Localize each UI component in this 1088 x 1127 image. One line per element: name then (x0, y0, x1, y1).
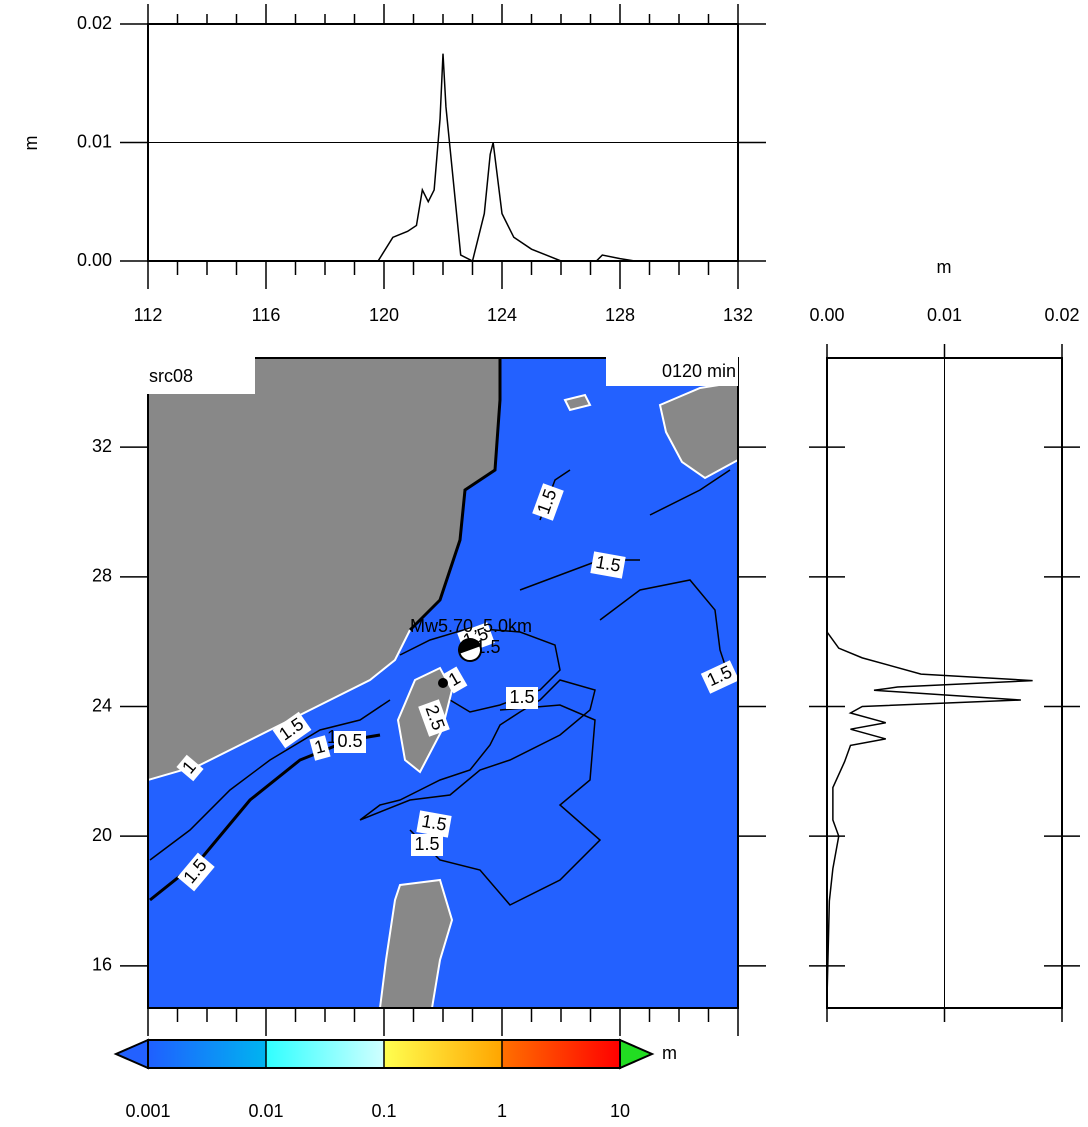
y-tick-label: 0.00 (77, 250, 112, 270)
x-tick-label: 116 (252, 305, 281, 325)
contour-label: 0.5 (337, 731, 362, 751)
y-tick-label: 28 (92, 566, 112, 586)
colorbar-segment (384, 1040, 502, 1068)
time-label: 0120 min (662, 361, 736, 381)
colorbar-unit: m (662, 1043, 677, 1063)
under-triangle (113, 1038, 149, 1070)
x-tick-label: 0.00 (809, 305, 844, 325)
contour-label: 1.5 (414, 834, 439, 854)
y-tick-label: 16 (92, 955, 112, 975)
over-triangle (619, 1038, 655, 1070)
y-tick-label: 20 (92, 825, 112, 845)
y-tick-label: 0.02 (77, 13, 112, 33)
colorbar-segment (148, 1040, 266, 1068)
time-box (606, 356, 738, 386)
x-tick-label: 128 (605, 305, 635, 325)
contour-label: 1 (327, 727, 337, 747)
colorbar-tick-label: 10 (610, 1101, 630, 1121)
coast-contour (408, 358, 502, 632)
contour-label: 1.5 (509, 687, 534, 707)
colorbar-tick-label: 0.01 (248, 1101, 283, 1121)
colorbar-segment (502, 1040, 620, 1068)
y-tick-label: 0.01 (77, 131, 112, 151)
contour-label: 1 (312, 736, 327, 758)
x-tick-label: 0.02 (1044, 305, 1079, 325)
x-tick-label: 124 (487, 305, 517, 325)
y-tick-label: 24 (92, 695, 112, 715)
map-area: 1.5 1.5 1.5 1.5 1.5 1 1.5 1 1 0.5 1.5 1 … (148, 358, 738, 1008)
x-tick-label: 120 (369, 305, 399, 325)
contour-label: 1.5 (594, 552, 622, 576)
profile-line (148, 53, 738, 263)
colorbar-tick-label: 1 (497, 1101, 507, 1121)
y-tick-label: 32 (92, 436, 112, 456)
x-tick-label: 132 (723, 305, 753, 325)
colorbar-segment (266, 1040, 384, 1068)
epicenter (438, 678, 448, 688)
contour-label: 1.5 (420, 811, 448, 835)
y-axis-label: m (21, 136, 41, 151)
title-box (147, 356, 255, 394)
colorbar-tick-label: 0.1 (371, 1101, 396, 1121)
x-tick-label: 0.01 (927, 305, 962, 325)
event-label: Mw5.70, 5.0km (410, 616, 532, 636)
x-axis-label: m (937, 257, 952, 277)
beachball (458, 638, 482, 662)
profile-line (826, 358, 1033, 1008)
map-title: src08 (149, 366, 193, 386)
colorbar-tick-label: 0.001 (125, 1101, 170, 1121)
x-tick-label: 112 (134, 305, 163, 325)
